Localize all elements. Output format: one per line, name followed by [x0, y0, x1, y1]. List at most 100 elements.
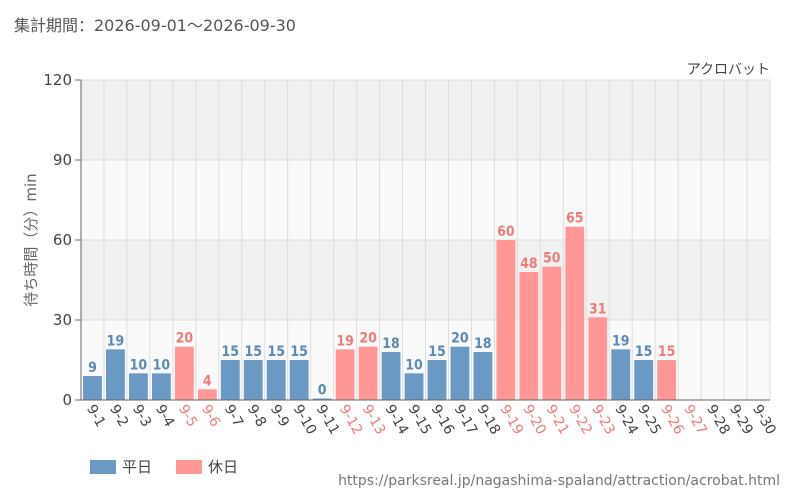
x-tick-label: 9-8 — [244, 402, 269, 430]
y-tick-label: 0 — [62, 391, 72, 409]
source-url[interactable]: https://parksreal.jp/nagashima-spaland/a… — [338, 473, 780, 489]
bar-9-9 — [266, 360, 286, 400]
data-label-9-19: 60 — [497, 224, 515, 240]
bar-9-1 — [83, 376, 102, 400]
x-tick-label: 9-17 — [450, 402, 480, 438]
x-tick-labels: 9-19-29-39-49-59-69-79-89-99-109-119-129… — [83, 402, 779, 438]
data-label-9-24: 19 — [612, 333, 630, 349]
bar-9-11 — [312, 398, 332, 400]
legend-item-weekday: 平日 — [90, 456, 152, 477]
data-label-9-5: 20 — [176, 331, 194, 347]
x-tick-label: 9-16 — [428, 402, 458, 438]
y-axis-label: 待ち時間（分）min — [22, 173, 40, 306]
data-label-9-6: 4 — [203, 373, 212, 389]
x-tick-label: 9-6 — [198, 402, 223, 430]
bar-9-10 — [289, 360, 309, 400]
data-label-9-18: 18 — [474, 336, 492, 352]
x-tick-label: 9-4 — [152, 402, 177, 430]
x-tick-label: 9-5 — [175, 402, 200, 430]
legend-label-weekday: 平日 — [122, 458, 153, 476]
y-tick-label: 30 — [53, 311, 72, 329]
bar-9-17 — [450, 346, 470, 400]
y-tick-label: 60 — [53, 231, 72, 249]
bar-9-22 — [565, 226, 585, 400]
legend-label-holiday: 休日 — [208, 458, 239, 476]
x-tick-label: 9-24 — [611, 402, 641, 438]
x-tick-label: 9-21 — [542, 402, 572, 438]
x-tick-label: 9-9 — [267, 402, 292, 430]
bar-9-12 — [335, 349, 355, 400]
x-tick-label: 9-30 — [749, 402, 779, 438]
y-tick-label: 90 — [53, 151, 72, 169]
x-tick-label: 9-22 — [565, 402, 595, 438]
legend-swatch-weekday — [90, 459, 116, 474]
bar-9-18 — [473, 352, 493, 400]
chart-title: アクロバット — [687, 62, 770, 78]
bar-series — [83, 226, 677, 400]
data-label-9-26: 15 — [658, 344, 676, 360]
data-label-9-16: 15 — [428, 344, 446, 360]
bar-9-15 — [404, 373, 424, 400]
data-label-9-7: 15 — [222, 344, 240, 360]
data-label-9-15: 10 — [405, 357, 423, 373]
data-label-9-10: 15 — [290, 344, 308, 360]
bar-9-3 — [129, 373, 148, 400]
bar-9-25 — [634, 360, 654, 400]
x-tick-label: 9-15 — [405, 402, 435, 438]
data-label-9-13: 20 — [359, 331, 377, 347]
data-label-9-22: 65 — [566, 211, 584, 227]
legend-item-holiday: 休日 — [176, 456, 238, 477]
x-tick-label: 9-23 — [588, 402, 618, 438]
legend: 平日 休日 — [90, 456, 238, 477]
bar-9-8 — [243, 360, 263, 400]
x-tick-label: 9-13 — [359, 402, 389, 438]
data-label-9-1: 9 — [88, 360, 97, 376]
period-label: 集計期間：2026-09-01～2026-09-30 — [14, 16, 296, 35]
legend-swatch-holiday — [176, 459, 203, 474]
y-tick-label: 120 — [43, 71, 72, 89]
bar-9-16 — [427, 360, 447, 400]
data-label-9-25: 15 — [635, 344, 653, 360]
bar-9-19 — [496, 240, 516, 400]
bar-9-6 — [197, 389, 217, 400]
data-label-9-2: 19 — [107, 333, 125, 349]
x-tick-label: 9-7 — [221, 402, 246, 430]
x-tick-label: 9-29 — [726, 402, 756, 438]
bar-9-21 — [542, 266, 562, 400]
x-tick-label: 9-20 — [519, 402, 549, 438]
bar-9-26 — [657, 360, 677, 400]
data-label-9-11: 0 — [318, 383, 327, 399]
x-tick-label: 9-3 — [129, 402, 154, 430]
bar-9-13 — [358, 346, 378, 400]
x-tick-label: 9-12 — [336, 402, 366, 438]
bar-9-4 — [151, 373, 171, 400]
data-label-9-23: 31 — [589, 301, 607, 317]
bar-9-7 — [220, 360, 240, 400]
x-tick-label: 9-2 — [106, 402, 131, 430]
x-tick-label: 9-18 — [473, 402, 503, 438]
x-tick-label: 9-26 — [657, 402, 687, 438]
bar-9-20 — [519, 272, 539, 400]
x-tick-label: 9-14 — [382, 402, 412, 438]
data-label-9-12: 19 — [336, 333, 354, 349]
data-label-9-4: 10 — [153, 357, 171, 373]
bar-9-14 — [381, 352, 401, 400]
x-tick-label: 9-19 — [496, 402, 526, 438]
data-label-9-20: 48 — [520, 256, 538, 272]
data-label-9-9: 15 — [267, 344, 285, 360]
data-label-9-17: 20 — [451, 331, 469, 347]
x-tick-label: 9-25 — [634, 402, 664, 438]
data-label-9-14: 18 — [382, 336, 400, 352]
data-label-9-3: 10 — [130, 357, 148, 373]
x-tick-label: 9-28 — [703, 402, 733, 438]
data-label-9-21: 50 — [543, 251, 561, 267]
bar-9-2 — [106, 349, 125, 400]
x-tick-label: 9-10 — [290, 402, 320, 438]
x-tick-label: 9-11 — [313, 402, 343, 438]
y-tick-labels: 0 30 60 90 120 — [43, 71, 81, 409]
data-labels: 9 19 10 10 20 4 15 15 15 15 0 19 20 18 10 15 20 18 60 48 50 6… — [88, 211, 675, 399]
x-tick-label: 9-1 — [83, 402, 108, 430]
x-tick-label: 9-27 — [680, 402, 710, 438]
